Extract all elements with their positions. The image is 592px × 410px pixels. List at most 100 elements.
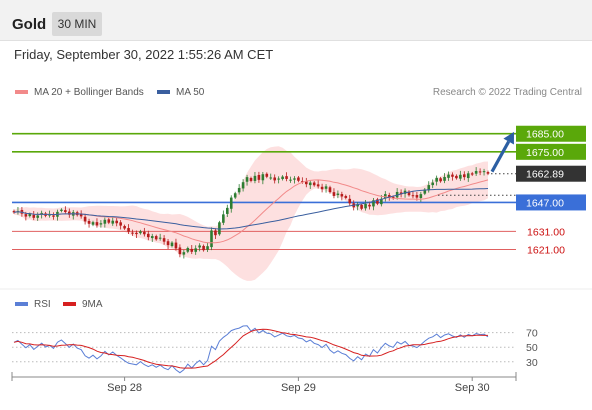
candle-body [222, 214, 225, 223]
level-label-1631.00: 1631.00 [527, 226, 565, 238]
candle-body [459, 174, 462, 179]
candle-body [427, 185, 431, 191]
candle-body [380, 198, 383, 205]
candle-body [237, 187, 241, 193]
rsi-9ma-line [13, 328, 488, 369]
candle-body [332, 192, 336, 196]
timeframe-button[interactable]: 30 MIN [52, 12, 102, 36]
candle-body [312, 182, 316, 186]
candle-body [431, 182, 434, 186]
candle-body [376, 199, 379, 204]
candle-body [415, 195, 419, 198]
candle-body [269, 177, 273, 179]
level-tag-1647.00 [516, 194, 586, 211]
candle-body [214, 230, 217, 236]
candlesticks [12, 167, 490, 259]
candle-body [277, 178, 280, 180]
candle-body [95, 222, 99, 226]
bollinger-band-fill [14, 146, 488, 281]
candle-body [411, 195, 415, 197]
candle-body [147, 233, 150, 238]
last-price-tag [516, 165, 586, 182]
candle-body [52, 215, 55, 217]
candle-body [387, 195, 391, 197]
candle-body [301, 181, 304, 183]
rsi-legend: RSI 9MA [15, 299, 103, 310]
candle-body [455, 175, 458, 179]
level-label-1621.00: 1621.00 [527, 244, 565, 256]
candle-body [150, 236, 154, 239]
price-levels: 1685.00 1675.00 1647.00 1631.00 1621.00 [12, 125, 586, 256]
candle-body [245, 177, 249, 182]
last-price-marker: 1662.89 [438, 165, 586, 196]
candle-body [83, 216, 87, 222]
rsi-gridlines: 70 50 30 [12, 328, 538, 369]
candle-body [285, 176, 288, 179]
candle-body [154, 236, 158, 240]
candle-body [466, 173, 470, 179]
candle-body [12, 210, 16, 213]
target-arrow [490, 131, 514, 173]
candle-body [423, 189, 427, 194]
candle-body [293, 178, 296, 180]
candle-body [182, 252, 186, 255]
candle-body [443, 176, 446, 181]
candle-body [103, 219, 107, 224]
x-axis: Sep 28 Sep 29 Sep 30 [11, 372, 517, 394]
candle-body [399, 192, 403, 195]
candle-body [470, 173, 474, 175]
rsi-tick-30: 30 [526, 357, 538, 369]
candle-body [162, 238, 166, 242]
legend-9ma-label: 9MA [82, 299, 103, 310]
instrument-title: Gold [12, 16, 47, 33]
candle-body [289, 179, 292, 181]
candle-body [87, 220, 91, 224]
candle-body [202, 245, 205, 251]
candle-body [135, 232, 138, 235]
candle-body [486, 172, 490, 174]
candle-body [174, 242, 178, 249]
candle-body [336, 193, 340, 196]
candle-body [198, 245, 201, 248]
candle-body [107, 219, 111, 223]
candle-body [316, 184, 320, 187]
candle-body [308, 182, 312, 186]
rsi-tick-70: 70 [526, 328, 538, 340]
candle-body [210, 230, 213, 248]
candle-body [364, 203, 367, 209]
candle-body [463, 174, 466, 178]
candle-body [344, 196, 348, 198]
legend-9ma-swatch [63, 302, 76, 306]
candle-body [131, 232, 134, 234]
candle-body [229, 197, 233, 209]
candle-body [368, 204, 371, 207]
candle-body [186, 248, 190, 252]
candle-body [253, 175, 257, 181]
candle-body [447, 174, 450, 178]
legend-ma50-swatch [157, 90, 170, 94]
bollinger-band [14, 146, 488, 281]
candle-body [36, 215, 39, 218]
candle-body [403, 190, 407, 194]
candle-body [143, 231, 146, 235]
candle-body [451, 174, 454, 177]
candle-body [249, 178, 253, 181]
ma50-line [13, 188, 489, 230]
candle-body [340, 194, 344, 197]
candle-body [79, 214, 83, 217]
candle-body [328, 187, 332, 193]
candle-body [320, 186, 324, 190]
chart-datetime: Friday, September 30, 2022 1:55:26 AM CE… [14, 47, 274, 62]
candle-body [297, 177, 300, 181]
candle-body [48, 214, 51, 216]
candle-body [348, 198, 352, 204]
x-tick-label: Sep 28 [107, 382, 142, 394]
candle-body [372, 200, 375, 207]
candle-body [356, 204, 359, 207]
candle-body [24, 214, 28, 217]
candle-body [32, 214, 36, 218]
candle-body [119, 222, 122, 226]
legend-rsi-label: RSI [34, 299, 51, 310]
candle-body [218, 222, 221, 235]
